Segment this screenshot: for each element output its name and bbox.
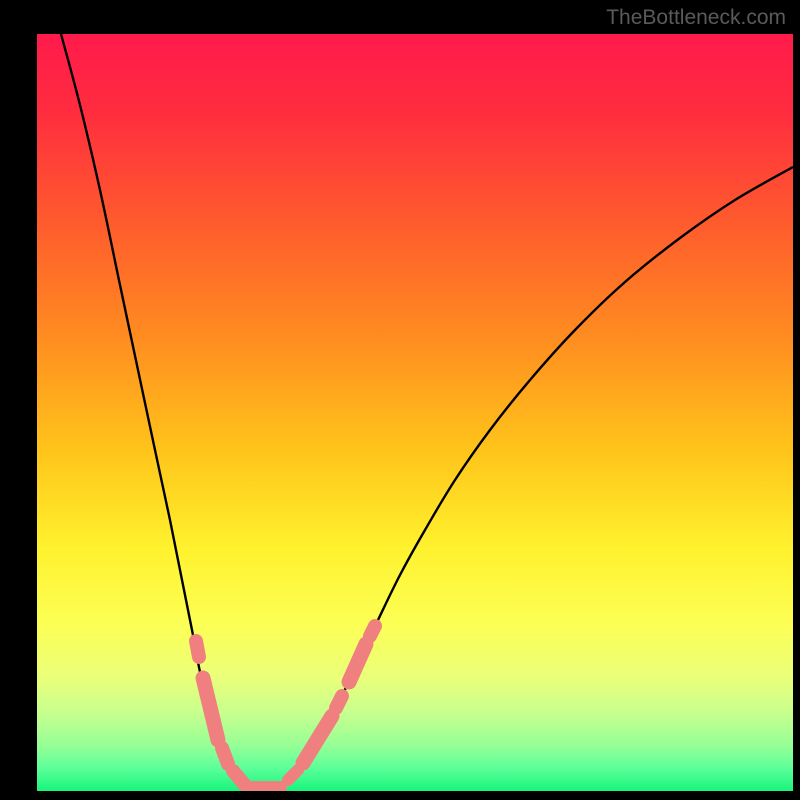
marker-segment [336,696,342,708]
marker-segment [222,748,228,764]
marker-segment [196,641,199,657]
marker-segment [233,771,244,784]
chart-svg [0,0,800,800]
chart-container: TheBottleneck.com [0,0,800,800]
watermark-text: TheBottleneck.com [606,6,786,30]
marker-segment [370,626,375,636]
plot-background [37,34,793,791]
marker-segment [288,770,298,780]
